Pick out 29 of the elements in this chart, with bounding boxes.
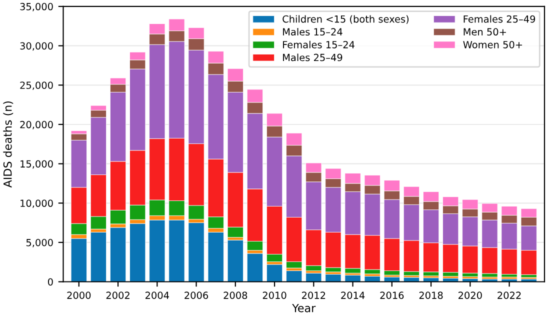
x-axis-title: Year	[292, 304, 316, 312]
legend-label: Children <15 (both sexes)	[282, 15, 409, 24]
y-tick-label: 25,000	[20, 82, 53, 90]
y-tick-label: 15,000	[20, 160, 53, 169]
x-tick-label: 2014	[341, 292, 365, 299]
x-tick-label: 2004	[145, 292, 169, 299]
legend-label: Women 50+	[463, 40, 522, 48]
x-tick-label: 2006	[184, 292, 208, 299]
x-tick-label: 2016	[380, 292, 404, 299]
x-tick-label: 2008	[224, 292, 248, 299]
x-tick-label: 2000	[67, 292, 91, 299]
legend-label: Men 50+	[464, 28, 506, 36]
x-tick-label: 2020	[458, 292, 482, 299]
x-tick-label: 2022	[498, 292, 521, 299]
y-tick-label: 5,000	[26, 238, 53, 248]
y-tick-label: 30,000	[20, 42, 53, 51]
y-tick-label: 10,000	[20, 200, 53, 208]
x-tick-label: 2010	[262, 292, 286, 299]
y-tick-label: 20,000	[20, 120, 53, 130]
legend-label: Females 15–24	[283, 40, 354, 48]
x-tick-label: 2002	[106, 292, 130, 299]
legend-label: Males 25–49	[283, 54, 342, 62]
y-tick-label: 35,000	[20, 2, 53, 12]
x-tick-label: 2018	[419, 292, 443, 299]
legend-label: Males 15–24	[283, 28, 342, 36]
legend-label: Females 25–49	[464, 15, 536, 23]
y-axis-title: AIDS deaths (n)	[3, 101, 14, 188]
x-tick-label: 2012	[302, 292, 326, 299]
y-tick-label: 0	[48, 278, 53, 286]
